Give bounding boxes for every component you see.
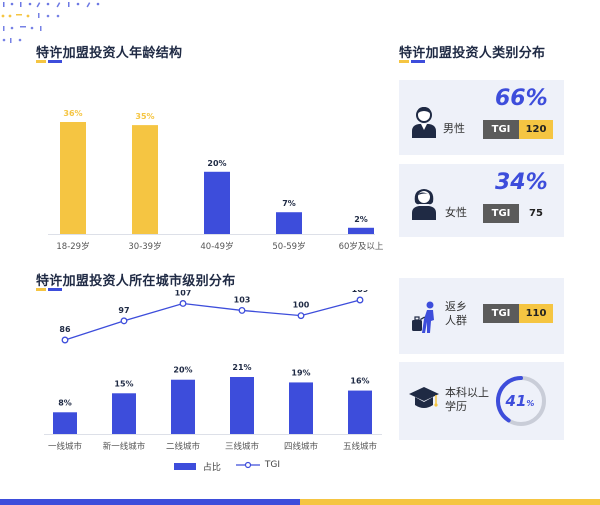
bar [289, 382, 313, 434]
footer-color-bar [0, 499, 600, 505]
tgi-value: 120 [519, 120, 553, 139]
legend-line-entry: TGI [236, 460, 280, 471]
tgi-key: TGI [483, 304, 519, 323]
bar [60, 122, 86, 234]
education-ring-chart: 41% [496, 376, 546, 426]
education-card: 本科以上 学历 41% [399, 362, 564, 440]
tgi-key: TGI [483, 120, 519, 139]
x-tick-label: 40-49岁 [200, 241, 233, 252]
returnee-label-line1: 返乡 [445, 300, 467, 313]
x-tick-label: 18-29岁 [56, 241, 89, 252]
data-label: 15% [114, 379, 133, 388]
title-underline [36, 60, 62, 63]
education-label-line2: 学历 [445, 400, 467, 413]
female-label: 女性 [445, 206, 467, 219]
data-label: 21% [232, 363, 251, 372]
data-label: 8% [58, 398, 72, 407]
tgi-point [179, 300, 187, 307]
data-label: 35% [135, 112, 154, 121]
male-tgi: TGI 120 [483, 120, 553, 139]
data-label: 36% [63, 109, 82, 118]
female-tgi: TGI 75 [483, 204, 553, 223]
bar [132, 125, 158, 234]
tgi-point [297, 312, 305, 320]
x-tick-label: 一线城市 [48, 441, 83, 452]
returnee-tgi: TGI 110 [483, 304, 553, 323]
title-underline [399, 60, 425, 63]
city-combo-chart: 86 97 107 103 100 109 8% 一线城市 15% 新一线城市 20% 二线城市 21%… [44, 290, 382, 452]
returnee-label-line2: 人群 [445, 314, 467, 327]
tgi-label: 86 [59, 325, 71, 334]
tgi-line [64, 299, 361, 341]
tgi-label: 109 [352, 290, 369, 294]
traveler-icon [412, 301, 434, 333]
data-label: 20% [207, 159, 226, 168]
legend-line-label: TGI [264, 460, 281, 470]
female-card: 女性 34% TGI 75 [399, 164, 564, 237]
bar [53, 412, 77, 434]
age-bar-chart: 36% 18-29岁 35% 30-39岁 20% 40-49岁 7% 50-59岁 2% 60岁… [48, 109, 384, 252]
bar [112, 393, 136, 434]
legend-line-swatch [236, 461, 260, 469]
bar [348, 390, 372, 434]
x-tick-label: 二线城市 [166, 441, 201, 452]
ring-percent: 41% [505, 392, 535, 410]
bar [348, 227, 374, 234]
education-label-line1: 本科以上 [445, 386, 489, 399]
bar [171, 379, 195, 434]
returnee-card: 返乡 人群 TGI 110 [399, 278, 564, 354]
male-percent: 66% [495, 86, 548, 111]
data-label: 20% [173, 366, 192, 375]
data-label: 7% [282, 199, 296, 208]
x-tick-label: 新一线城市 [103, 441, 146, 452]
tgi-key: TGI [483, 204, 519, 223]
tgi-value: 75 [519, 204, 553, 223]
tgi-value: 110 [519, 304, 553, 323]
x-tick-label: 五线城市 [343, 441, 378, 452]
tgi-label: 103 [234, 295, 251, 304]
decorative-pattern [1, 2, 100, 43]
data-label: 16% [350, 377, 369, 386]
legend-bar-entry: 占比 [174, 460, 221, 473]
tgi-point [120, 317, 128, 325]
tgi-point [238, 306, 246, 314]
gender-chart-title: 特许加盟投资人类别分布 [399, 46, 546, 61]
data-label: 19% [291, 368, 310, 377]
bar [230, 377, 254, 434]
data-label: 2% [354, 215, 368, 224]
male-label: 男性 [443, 122, 465, 135]
male-person-icon [412, 107, 436, 138]
bar [276, 212, 302, 234]
city-chart-title: 特许加盟投资人所在城市级别分布 [36, 274, 236, 289]
x-tick-label: 50-59岁 [272, 241, 305, 252]
tgi-label: 97 [118, 306, 129, 315]
ring-arc [496, 376, 523, 423]
tgi-point [356, 296, 364, 304]
title-underline [36, 288, 62, 291]
graduation-cap-icon [409, 387, 439, 408]
x-tick-label: 三线城市 [225, 441, 260, 452]
x-tick-label: 60岁及以上 [339, 241, 384, 252]
x-tick-label: 四线城市 [284, 441, 319, 452]
tgi-label: 100 [293, 301, 310, 310]
age-chart-title: 特许加盟投资人年龄结构 [36, 46, 183, 61]
bar [204, 171, 230, 234]
x-tick-label: 30-39岁 [128, 241, 161, 252]
legend-bar-label: 占比 [202, 463, 221, 473]
female-percent: 34% [495, 170, 548, 195]
legend-bar-swatch [174, 463, 196, 470]
tgi-point [61, 336, 69, 344]
female-person-icon [412, 189, 436, 220]
male-card: 男性 66% TGI 120 [399, 80, 564, 155]
tgi-label: 107 [175, 290, 192, 297]
